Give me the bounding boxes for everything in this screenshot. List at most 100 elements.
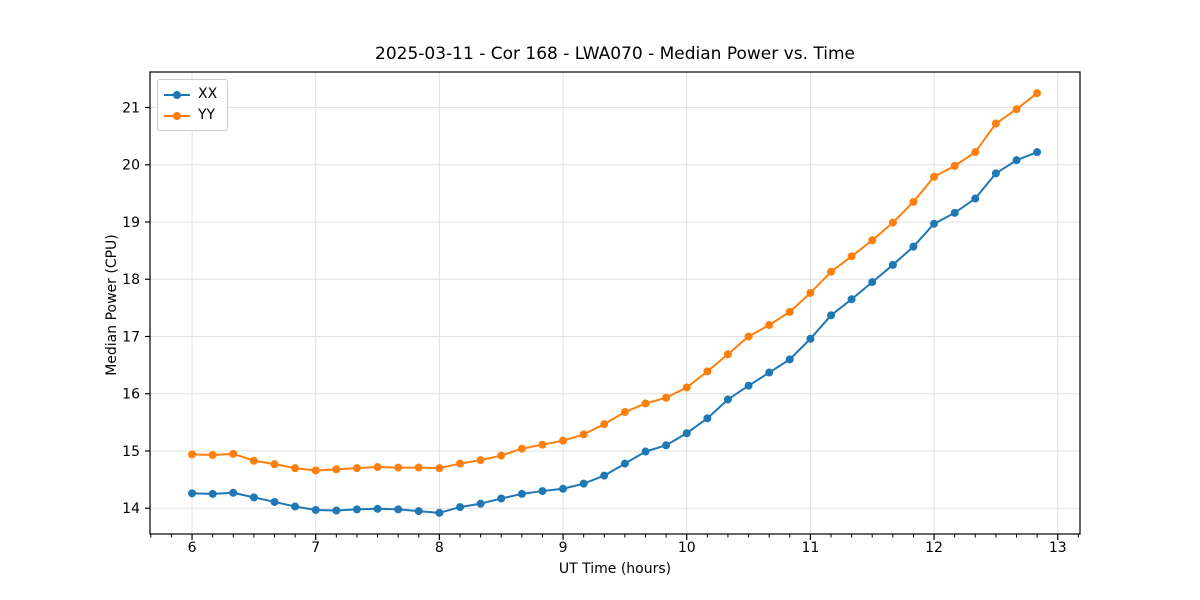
series-YY-marker <box>208 450 217 459</box>
series-YY-marker <box>311 466 320 475</box>
y-tick-label-19: 19 <box>122 215 140 231</box>
series-XX-marker <box>579 479 588 488</box>
series-XX-marker <box>847 295 856 304</box>
series-YY-marker <box>641 399 650 408</box>
series-XX-marker <box>620 459 629 468</box>
series-XX-marker <box>456 503 465 512</box>
x-tick-label-6: 6 <box>188 540 197 556</box>
y-tick-label-21: 21 <box>122 100 140 116</box>
series-YY-marker <box>414 463 423 472</box>
x-tick-label-12: 12 <box>925 540 943 556</box>
series-XX-marker <box>868 278 877 287</box>
series-XX-marker <box>785 355 794 364</box>
series-XX-marker <box>991 169 1000 178</box>
series-YY-marker <box>971 148 980 157</box>
legend-label-XX: XX <box>198 86 218 102</box>
series-XX-marker <box>806 334 815 343</box>
x-tick-label-8: 8 <box>435 540 444 556</box>
legend: XX YY <box>157 79 229 131</box>
x-tick-label-9: 9 <box>559 540 568 556</box>
series-YY-marker <box>682 383 691 392</box>
series-XX-marker <box>950 208 959 217</box>
series-XX-marker <box>744 381 753 390</box>
series-YY-marker <box>373 463 382 472</box>
y-tick-label-14: 14 <box>122 501 140 517</box>
series-XX-marker <box>373 504 382 513</box>
series-XX-marker <box>888 260 897 269</box>
x-axis-label: UT Time (hours) <box>558 561 672 577</box>
y-axis-label: Median Power (CPU) <box>104 234 120 376</box>
series-YY-marker <box>888 218 897 227</box>
legend-marker-YY <box>164 111 190 120</box>
y-tick-label-17: 17 <box>122 329 140 345</box>
series-YY-marker <box>703 367 712 376</box>
series-YY-marker <box>497 451 506 460</box>
series-YY-marker <box>620 408 629 417</box>
series-YY-marker <box>806 288 815 297</box>
series-YY-marker <box>332 465 341 474</box>
series-XX-marker <box>517 489 526 498</box>
legend-marker-XX <box>164 90 190 99</box>
series-YY-marker <box>229 449 238 458</box>
legend-label-YY: YY <box>198 107 216 123</box>
plot-border <box>149 71 1081 535</box>
series-XX-marker <box>229 488 238 497</box>
series-XX-marker <box>703 414 712 423</box>
series-XX-marker <box>352 505 361 514</box>
series-XX-marker <box>971 194 980 203</box>
series-YY-marker <box>538 440 547 449</box>
series-YY-marker <box>394 463 403 472</box>
series-YY-marker <box>1033 89 1042 98</box>
series-XX-marker <box>435 508 444 517</box>
series-XX-marker <box>827 311 836 320</box>
x-tick-label-13: 13 <box>1049 540 1067 556</box>
series-XX-marker <box>723 395 732 404</box>
series-YY-marker <box>991 119 1000 128</box>
series-XX-marker <box>559 484 568 493</box>
series-YY-marker <box>249 456 258 465</box>
series-YY-marker <box>847 252 856 261</box>
series-XX-marker <box>1033 148 1042 157</box>
series-YY-marker <box>600 420 609 429</box>
x-tick-label-7: 7 <box>311 540 320 556</box>
series-YY-marker <box>827 267 836 276</box>
series-XX-marker <box>765 368 774 377</box>
series-XX-marker <box>662 441 671 450</box>
series-XX-marker <box>641 447 650 456</box>
series-YY-marker <box>765 321 774 330</box>
series-XX-marker <box>538 487 547 496</box>
series-YY-marker <box>270 460 279 469</box>
y-tick-label-15: 15 <box>122 444 140 460</box>
series-YY-marker <box>950 161 959 170</box>
series-YY-marker <box>868 236 877 245</box>
series-YY-marker <box>1012 105 1021 114</box>
series-XX-marker <box>476 499 485 508</box>
series-XX-marker <box>270 497 279 506</box>
series-YY-marker <box>476 456 485 465</box>
y-tick-label-20: 20 <box>122 158 140 174</box>
x-tick-label-11: 11 <box>801 540 819 556</box>
chart-title: 2025-03-11 - Cor 168 - LWA070 - Median P… <box>375 44 855 64</box>
y-tick-label-16: 16 <box>122 387 140 403</box>
series-YY-marker <box>352 464 361 473</box>
series-YY-marker <box>744 332 753 341</box>
x-tick-label-10: 10 <box>678 540 696 556</box>
series-XX-marker <box>1012 156 1021 165</box>
y-tick-label-18: 18 <box>122 272 140 288</box>
series-XX-marker <box>291 502 300 511</box>
series-XX-marker <box>332 506 341 515</box>
series-YY-marker <box>517 444 526 453</box>
series-XX-marker <box>600 471 609 480</box>
series-YY-marker <box>456 459 465 468</box>
series-YY-marker <box>435 464 444 473</box>
series-YY-marker <box>291 464 300 473</box>
series-YY-marker <box>723 350 732 359</box>
series-XX-marker <box>249 493 258 502</box>
series-XX-marker <box>414 507 423 516</box>
series-XX-marker <box>188 489 197 498</box>
series-YY-marker <box>559 436 568 445</box>
series-XX-marker <box>394 505 403 514</box>
series-XX-marker <box>930 219 939 228</box>
series-XX-marker <box>682 429 691 438</box>
